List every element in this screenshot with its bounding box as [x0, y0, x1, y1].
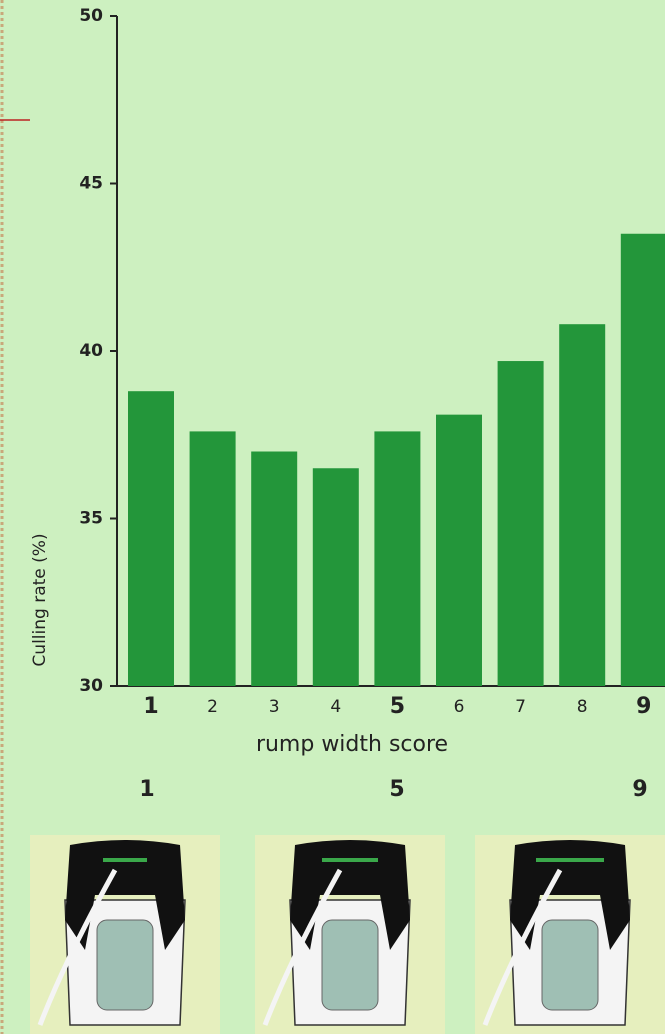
cow-tail — [37, 868, 118, 1026]
bar — [620, 233, 665, 686]
x-tick-label: 3 — [269, 697, 280, 717]
x-tick-label: 5 — [390, 694, 405, 719]
x-tick-label: 8 — [577, 697, 588, 717]
y-tick-label: 45 — [79, 174, 103, 194]
x-axis-label: rump width score — [256, 732, 448, 757]
x-tick-label: 4 — [330, 697, 341, 717]
y-tick-label: 35 — [79, 509, 103, 529]
x-tick-label: 7 — [515, 697, 526, 717]
bar — [374, 431, 421, 686]
y-axis-label: Culling rate (%) — [30, 533, 50, 666]
cow-udder — [541, 919, 599, 1011]
cow-body — [65, 840, 185, 950]
cow-body — [510, 840, 630, 950]
x-tick-label: 6 — [454, 697, 465, 717]
bar — [497, 361, 544, 686]
x-tick-label: 2 — [207, 697, 218, 717]
bar — [559, 324, 606, 686]
y-tick-label: 30 — [79, 676, 103, 696]
x-tick-label: 1 — [143, 694, 158, 719]
bar — [128, 391, 174, 686]
illustration-label: 1 — [139, 777, 154, 802]
illustration-label: 5 — [389, 777, 404, 802]
cow-udder — [96, 919, 154, 1011]
y-tick-label: 50 — [79, 6, 103, 26]
bar — [251, 451, 298, 686]
cow-tail — [262, 868, 343, 1026]
bar — [189, 431, 236, 686]
bar — [312, 468, 359, 686]
illustration-label: 9 — [632, 777, 647, 802]
cow-tail — [482, 868, 563, 1026]
cow-body — [290, 840, 410, 950]
x-tick-label: 9 — [636, 694, 651, 719]
bar — [436, 414, 482, 686]
cow-udder — [321, 919, 379, 1011]
y-tick-label: 40 — [79, 341, 103, 361]
illustrations — [30, 835, 665, 1034]
